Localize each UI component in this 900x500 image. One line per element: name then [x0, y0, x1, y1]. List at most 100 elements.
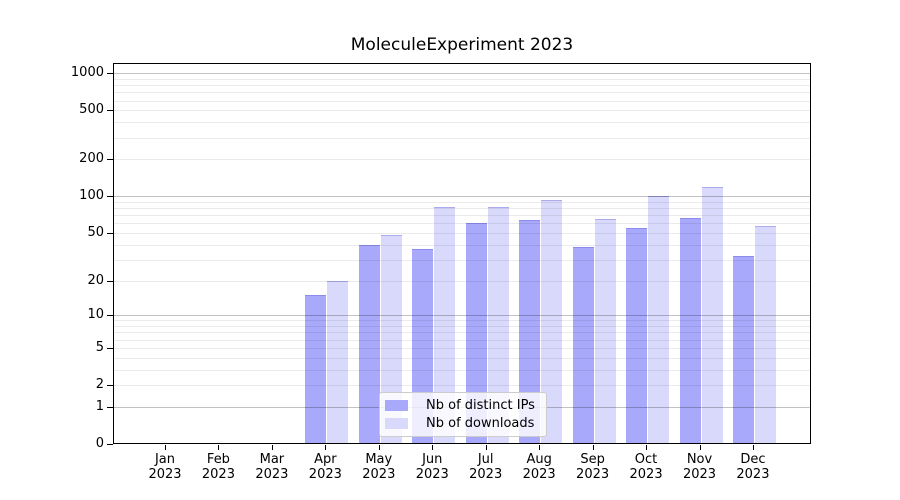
x-tick-mark-may: [378, 445, 380, 450]
x-tick-mark-nov: [699, 445, 701, 450]
y-tick-mark-200: [107, 159, 113, 161]
y-tick-mark-1: [107, 406, 113, 408]
y-tick-label-5: 5: [95, 339, 104, 355]
gridline-minor-200: [114, 159, 810, 161]
x-tick-mark-oct: [646, 445, 648, 450]
bar-downloads-apr: [327, 280, 349, 443]
bar-downloads-nov: [701, 186, 723, 443]
y-tick-mark-5: [107, 347, 113, 349]
gridline-minor-600: [114, 100, 810, 102]
gridline-minor-3: [114, 369, 810, 371]
y-tick-label-100: 100: [79, 188, 104, 204]
x-tick-year: 2023: [736, 467, 770, 482]
x-tick-month: Apr: [314, 452, 337, 467]
x-tick-label-dec: Dec 2023: [723, 452, 783, 482]
bar-distinct-ips-sep: [572, 247, 594, 443]
x-tick-year: 2023: [415, 467, 449, 482]
x-tick-mark-aug: [539, 445, 541, 450]
x-tick-label-sep: Sep 2023: [563, 452, 623, 482]
x-tick-mark-sep: [592, 445, 594, 450]
x-tick-year: 2023: [576, 467, 610, 482]
bar-distinct-ips-aug: [519, 219, 541, 443]
bar-downloads-aug: [541, 199, 563, 443]
gridline-minor-60: [114, 223, 810, 225]
x-tick-mark-jan: [165, 445, 166, 450]
x-tick-label-jun: Jun 2023: [402, 452, 462, 482]
legend-item-downloads: Nb of downloads: [385, 415, 546, 433]
gridline-minor-30: [114, 259, 810, 261]
x-tick-label-oct: Oct 2023: [616, 452, 676, 482]
bar-distinct-ips-nov: [679, 218, 701, 443]
x-tick-month: Mar: [259, 452, 285, 467]
gridline-minor-500: [114, 110, 810, 112]
gridline-minor-5: [114, 347, 810, 349]
gridline-minor-7: [114, 332, 810, 334]
gridline-minor-9: [114, 320, 810, 322]
y-tick-mark-2: [107, 385, 113, 387]
bar-distinct-ips-may: [358, 244, 380, 443]
x-tick-label-apr: Apr 2023: [295, 452, 355, 482]
y-tick-mark-10: [107, 315, 113, 317]
plot-area: [113, 63, 811, 444]
x-tick-month: Jun: [422, 452, 443, 467]
bar-downloads-oct: [648, 195, 670, 443]
gridline-minor-800: [114, 85, 810, 87]
x-tick-year: 2023: [629, 467, 663, 482]
x-tick-month: Jul: [477, 452, 494, 467]
y-tick-label-1: 1: [95, 398, 104, 414]
gridline-major-1000: [114, 73, 810, 75]
x-tick-year: 2023: [682, 467, 717, 482]
bar-downloads-sep: [594, 219, 616, 443]
x-tick-month: May: [365, 452, 393, 467]
y-tick-mark-1000: [107, 73, 113, 75]
x-tick-year: 2023: [469, 467, 503, 482]
x-tick-year: 2023: [255, 467, 289, 482]
x-tick-label-jan: Jan 2023: [135, 452, 195, 482]
x-tick-mark-apr: [325, 445, 327, 450]
x-tick-mark-feb: [218, 445, 220, 450]
gridline-minor-20: [114, 280, 810, 282]
gridline-minor-80: [114, 208, 810, 210]
y-tick-mark-0: [107, 444, 113, 445]
legend: Nb of distinct IPs Nb of downloads: [379, 392, 547, 437]
legend-swatch-distinct-ips: [385, 400, 408, 411]
bar-distinct-ips-dec: [732, 256, 754, 443]
x-tick-year: 2023: [148, 467, 182, 482]
x-tick-month: Oct: [634, 452, 658, 467]
gridline-minor-700: [114, 92, 810, 94]
gridline-minor-900: [114, 78, 810, 80]
y-tick-label-200: 200: [79, 151, 104, 167]
legend-item-distinct-ips: Nb of distinct IPs: [385, 397, 546, 415]
gridline-minor-8: [114, 326, 810, 328]
x-tick-mark-jun: [432, 445, 434, 450]
x-tick-label-may: May 2023: [349, 452, 409, 482]
x-tick-month: Feb: [206, 452, 230, 467]
bar-downloads-dec: [754, 226, 776, 443]
chart-title: MoleculeExperiment 2023: [350, 35, 574, 55]
x-tick-label-nov: Nov 2023: [670, 452, 730, 482]
gridline-minor-40: [114, 244, 810, 246]
gridline-minor-400: [114, 122, 810, 124]
gridline-minor-6: [114, 339, 810, 341]
y-tick-mark-100: [107, 196, 113, 198]
bar-distinct-ips-apr: [305, 295, 327, 443]
y-tick-mark-20: [107, 280, 113, 282]
bar-downloads-jul: [487, 206, 509, 443]
y-tick-label-2: 2: [95, 377, 104, 393]
gridline-major-100: [114, 196, 810, 198]
x-tick-label-mar: Mar 2023: [242, 452, 302, 482]
y-tick-label-50: 50: [87, 224, 104, 240]
x-tick-mark-jul: [485, 445, 487, 450]
x-tick-year: 2023: [308, 467, 342, 482]
y-tick-label-1000: 1000: [70, 65, 104, 81]
legend-swatch-downloads: [385, 418, 408, 429]
bar-downloads-jun: [434, 206, 456, 443]
x-tick-mark-dec: [752, 445, 754, 450]
y-tick-mark-500: [107, 110, 113, 112]
legend-label-distinct-ips: Nb of distinct IPs: [426, 398, 535, 413]
bar-downloads-may: [380, 235, 402, 443]
x-tick-label-feb: Feb 2023: [188, 452, 248, 482]
x-tick-year: 2023: [201, 467, 235, 482]
y-tick-label-10: 10: [87, 307, 104, 323]
